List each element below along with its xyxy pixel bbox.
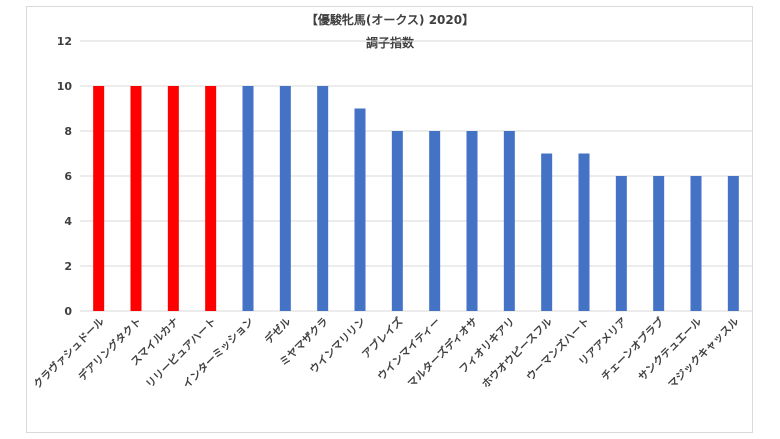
bar (93, 86, 105, 311)
x-axis-labels: クラヴァシュドールデアリングタクトスマイルカナリリーピュアハートインターミッショ… (31, 315, 742, 391)
bar (279, 86, 291, 311)
bar (727, 176, 739, 311)
y-tick-label: 0 (64, 305, 72, 318)
bar (317, 86, 329, 311)
y-tick-label: 2 (64, 260, 72, 273)
y-tick-label: 6 (64, 170, 72, 183)
x-tick-label: クラヴァシュドール (31, 315, 107, 391)
y-tick-label: 10 (57, 80, 73, 93)
bar (429, 131, 441, 311)
bar (130, 86, 142, 311)
bar (653, 176, 665, 311)
bar (205, 86, 217, 311)
x-tick-label: チェーンオブラブ (599, 315, 668, 384)
x-tick-label: ホウオウピースフル (480, 315, 555, 390)
bars (93, 86, 739, 311)
bar (503, 131, 515, 311)
y-tick-label: 8 (64, 125, 72, 138)
x-tick-label: マルターズディオサ (405, 315, 480, 390)
bar (391, 131, 403, 311)
bar (354, 108, 366, 311)
chart-frame (26, 6, 753, 433)
x-tick-label: サンクテュエール (636, 315, 704, 383)
bar (541, 153, 553, 311)
bar (242, 86, 254, 311)
x-tick-label: デアリングタクト (76, 315, 145, 384)
x-tick-label: マジックキャッスル (666, 315, 742, 391)
bar (690, 176, 702, 311)
y-tick-label: 12 (57, 35, 72, 48)
gridlines (80, 40, 752, 312)
bar (615, 176, 627, 311)
chart-subtitle: 調子指数 (365, 36, 414, 50)
x-tick-label: デゼル (262, 315, 294, 347)
y-axis: 0 2 4 6 8 10 12 (57, 35, 73, 318)
y-tick-label: 4 (64, 215, 72, 228)
x-tick-label: インターミッション (181, 316, 256, 391)
bar (578, 153, 590, 311)
bar (466, 131, 478, 311)
x-tick-label: リリーピュアハート (144, 316, 219, 391)
chart-title: 【優駿牝馬(オークス) 2020】 (305, 13, 475, 27)
x-tick-label: ウーマンズハート (524, 315, 592, 383)
bar (167, 86, 179, 311)
